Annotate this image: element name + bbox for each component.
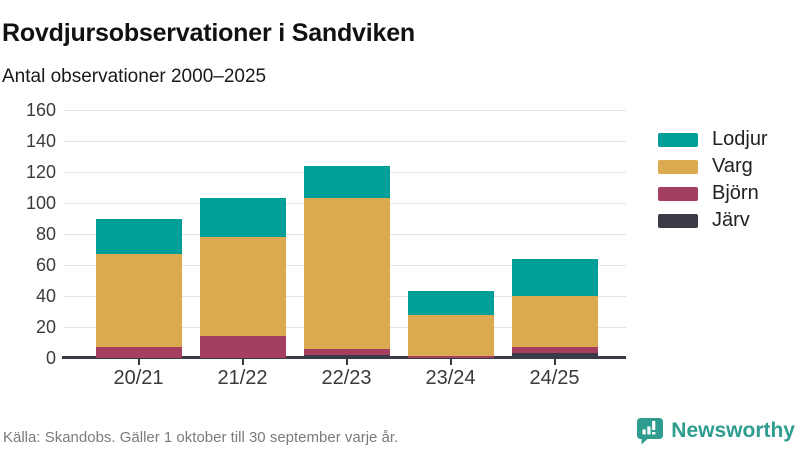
gridline bbox=[64, 109, 626, 111]
bar-segment-bjrn bbox=[407, 356, 494, 358]
legend-label: Varg bbox=[712, 155, 753, 177]
newsworthy-chart-bubble-icon bbox=[637, 417, 664, 445]
x-axis-tick-label: 23/24 bbox=[425, 367, 476, 389]
bar-segment-lodjur bbox=[407, 291, 494, 315]
bar-segment-varg bbox=[511, 296, 598, 348]
legend-item-lodjur: Lodjur bbox=[658, 126, 768, 153]
y-axis-tick-label: 80 bbox=[35, 224, 56, 244]
bar-segment-varg bbox=[303, 198, 390, 349]
legend-item-bjrn: Björn bbox=[658, 180, 768, 207]
source-note: Källa: Skandobs. Gäller 1 oktober till 3… bbox=[3, 429, 399, 446]
bar-segment-jrv bbox=[303, 354, 390, 358]
y-axis-tick-label: 60 bbox=[35, 255, 56, 275]
x-axis-tick bbox=[553, 359, 556, 365]
legend-swatch bbox=[658, 186, 698, 201]
legend-item-varg: Varg bbox=[658, 153, 768, 180]
y-axis-tick-label: 160 bbox=[25, 100, 56, 120]
legend-swatch bbox=[658, 132, 698, 147]
legend-swatch bbox=[658, 213, 698, 228]
legend-label: Lodjur bbox=[712, 128, 768, 150]
x-axis-tick bbox=[137, 359, 140, 365]
bar-segment-bjrn bbox=[511, 347, 598, 354]
bar-segment-bjrn bbox=[199, 336, 286, 358]
bar-segment-varg bbox=[199, 237, 286, 337]
legend-swatch bbox=[658, 159, 698, 174]
y-axis-tick-label: 120 bbox=[25, 162, 56, 182]
bar-segment-lodjur bbox=[199, 198, 286, 238]
y-axis-tick-label: 0 bbox=[45, 348, 56, 368]
bar-segment-lodjur bbox=[303, 165, 390, 199]
bar-segment-bjrn bbox=[95, 347, 182, 358]
legend-label: Björn bbox=[712, 182, 759, 204]
chart-area: 0 20 40 60 80 100 120 140 160 20/21 21/22 22/23 23/2… bbox=[0, 100, 800, 410]
y-axis-tick-label: 40 bbox=[35, 286, 56, 306]
bar-segment-jrv bbox=[511, 353, 598, 358]
bar-segment-bjrn bbox=[303, 348, 390, 355]
bar-segment-lodjur bbox=[511, 258, 598, 296]
chart-subtitle: Antal observationer 2000–2025 bbox=[2, 66, 267, 87]
x-axis-tick-label: 21/22 bbox=[217, 367, 268, 389]
x-axis-tick-label: 24/25 bbox=[529, 367, 580, 389]
newsworthy-logo[interactable]: Newsworthy bbox=[637, 417, 795, 445]
newsworthy-wordmark: Newsworthy bbox=[671, 419, 795, 442]
y-axis-tick-label: 20 bbox=[35, 317, 56, 337]
bar-segment-varg bbox=[95, 254, 182, 348]
page-title: Rovdjursobservationer i Sandviken bbox=[2, 18, 415, 47]
chart-legend: Lodjur Varg Björn Järv bbox=[658, 126, 768, 234]
legend-item-jrv: Järv bbox=[658, 207, 768, 234]
x-axis-tick bbox=[345, 359, 348, 365]
legend-label: Järv bbox=[712, 209, 750, 231]
bar-segment-varg bbox=[407, 314, 494, 357]
x-axis-tick bbox=[241, 359, 244, 365]
bar-segment-lodjur bbox=[95, 218, 182, 255]
x-axis-tick-label: 22/23 bbox=[321, 367, 372, 389]
y-axis-tick-label: 140 bbox=[25, 131, 56, 151]
x-axis-tick-label: 20/21 bbox=[113, 367, 164, 389]
y-axis-tick-label: 100 bbox=[25, 193, 56, 213]
gridline bbox=[64, 140, 626, 142]
x-axis-tick bbox=[449, 359, 452, 365]
